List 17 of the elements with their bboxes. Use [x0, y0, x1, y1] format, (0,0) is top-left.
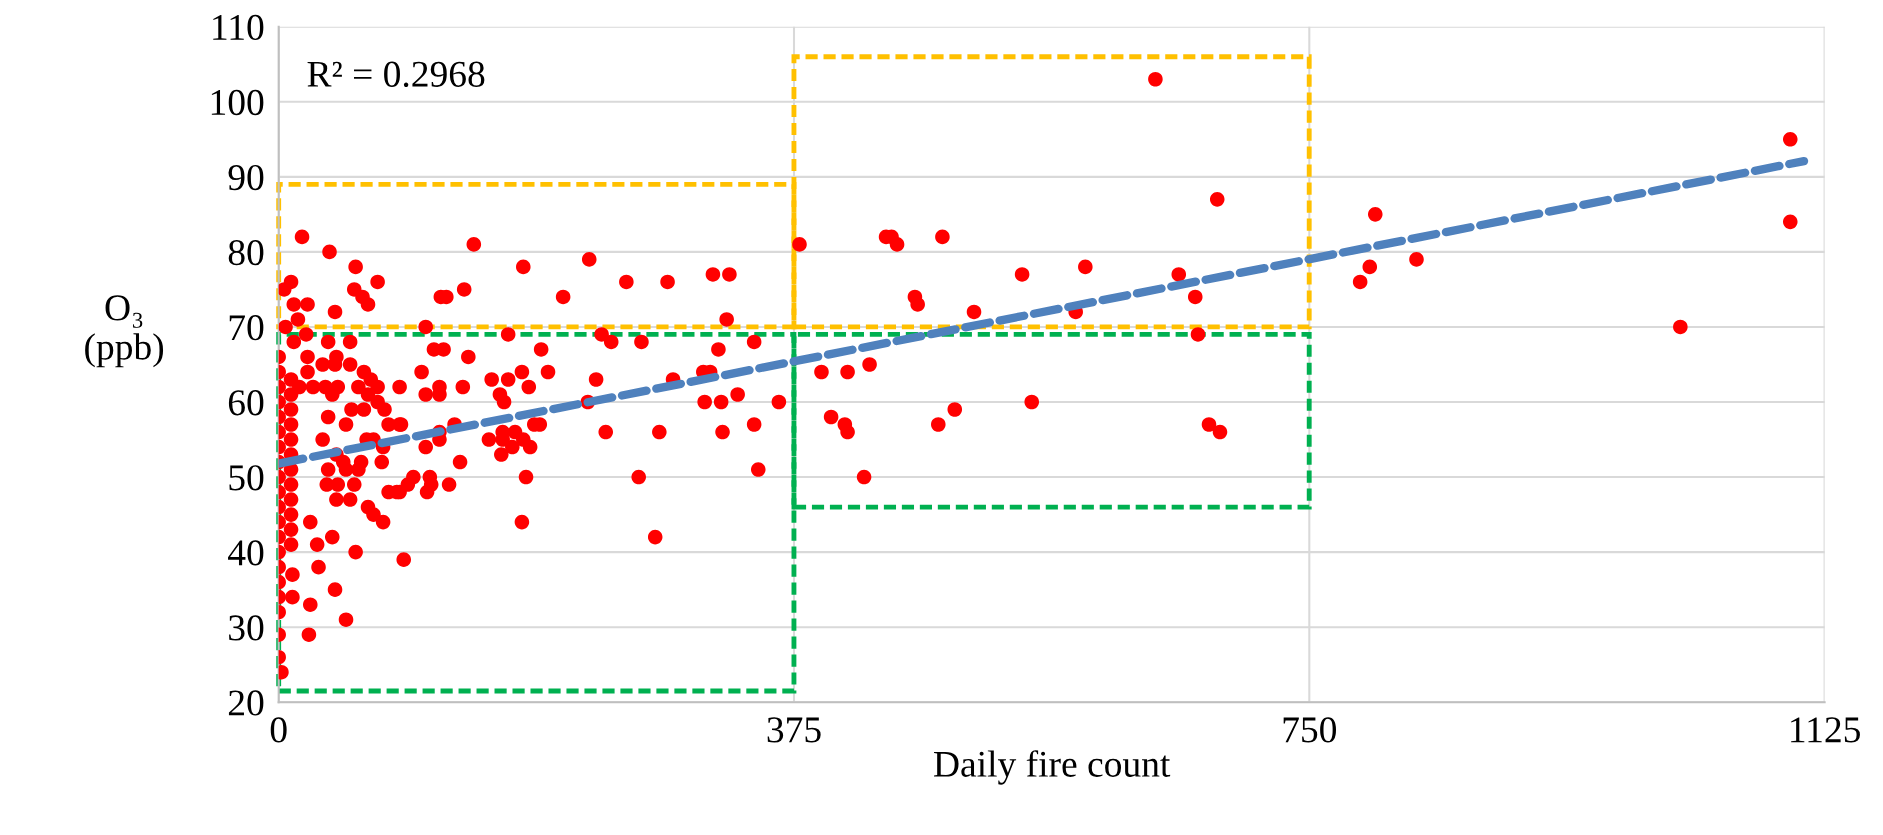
y-tick-label: 50 [229, 465, 264, 491]
x-tick-label: 1125 [1791, 717, 1860, 743]
y-tick-label: 20 [228, 690, 264, 716]
y-tick-label: 70 [229, 315, 264, 341]
x-tick-label: 750 [1283, 717, 1337, 743]
y-tick-label: 110 [213, 14, 264, 41]
y-tick-label: 40 [228, 540, 264, 566]
x-tick-label: 0 [270, 717, 287, 743]
annotation: R² = 0.2968 [307, 61, 485, 88]
x-tick-label: 375 [767, 717, 821, 743]
x-axis-title: Daily fire count [934, 750, 1171, 785]
y-tick-label: 90 [228, 164, 264, 191]
y-tick-label: 30 [229, 615, 264, 641]
y-axis-title: O₃ (ppb) [85, 295, 164, 368]
y-tick-label: 60 [228, 390, 264, 416]
y-tick-label: 80 [228, 239, 264, 266]
y-tick-label: 100 [211, 89, 264, 116]
